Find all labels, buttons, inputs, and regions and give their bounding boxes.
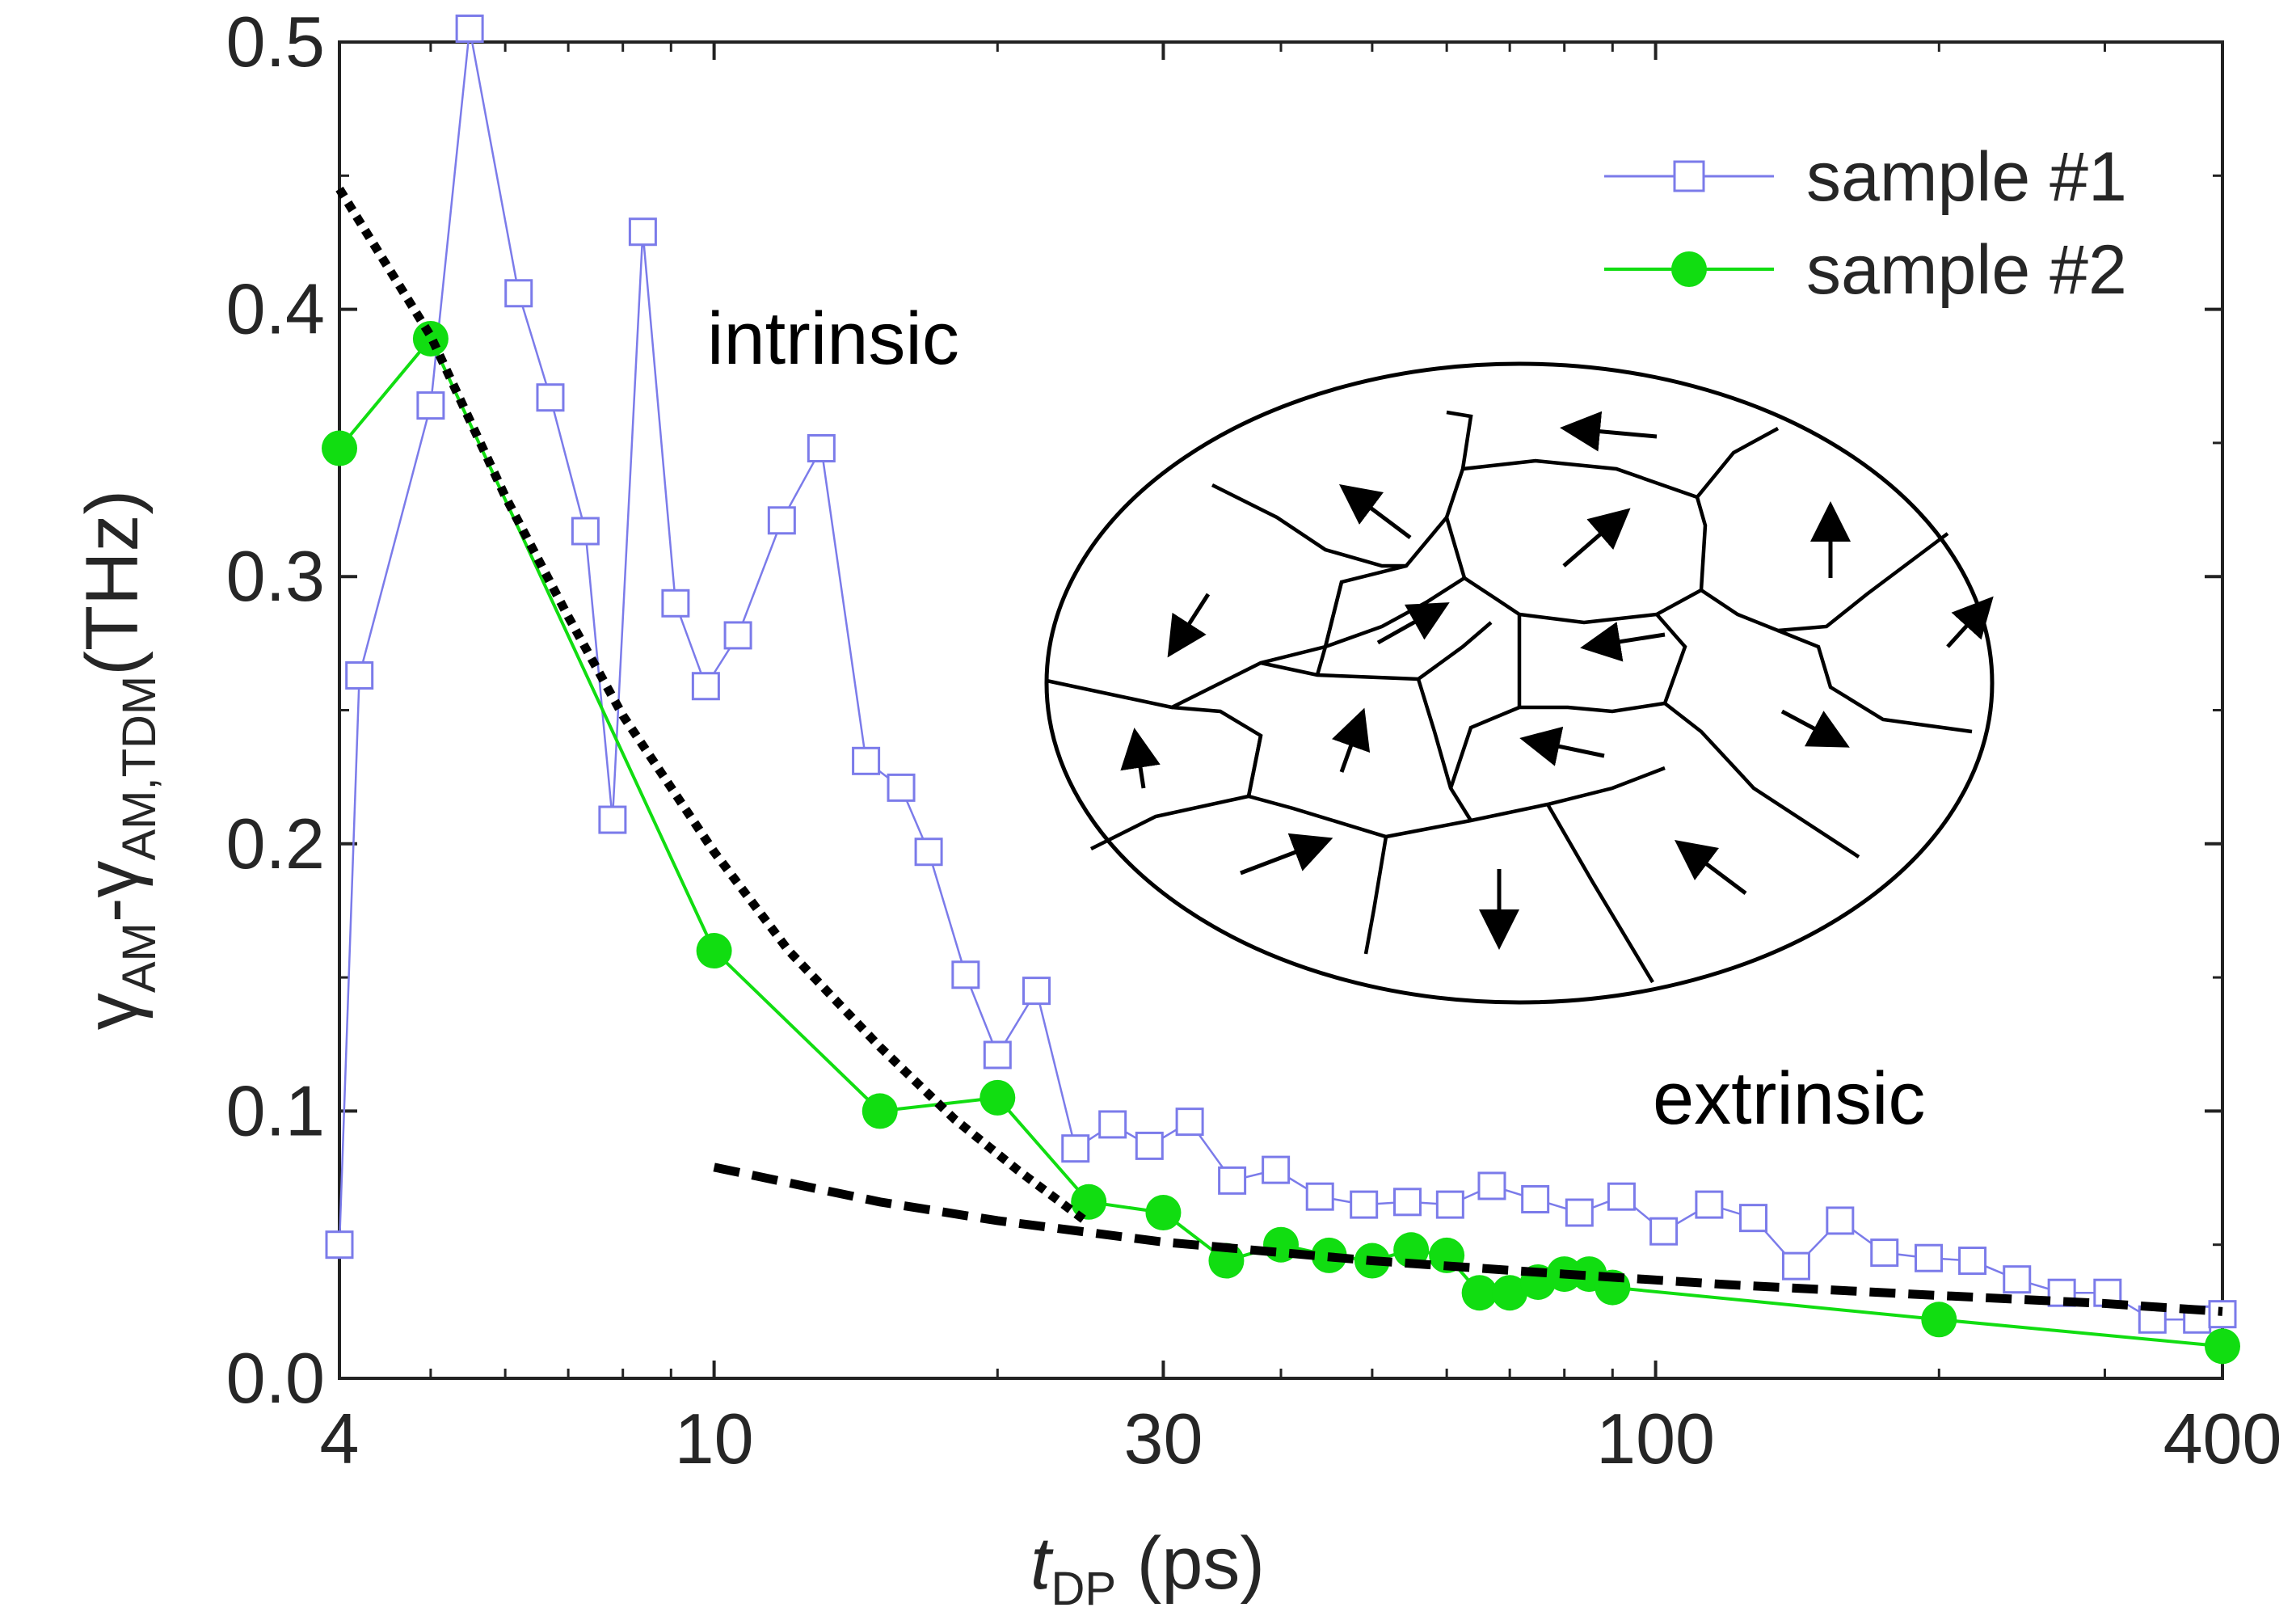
y-title-gamma2: γ: [71, 861, 154, 898]
legend-label-sample1: sample #1: [1806, 138, 2127, 216]
y-title-unit: (THz): [71, 490, 154, 676]
grain-boundaries: [1046, 410, 1973, 984]
extrinsic-fit-curve: [713, 1162, 2223, 1316]
sample1-point: [1739, 1204, 1768, 1233]
sample1-point: [1350, 1190, 1379, 1219]
domain-grain-diagram-icon: [1044, 361, 1995, 1005]
y-tick-label: 0.3: [226, 536, 325, 616]
sample1-point: [1565, 1198, 1594, 1227]
sample1-point: [504, 279, 533, 308]
intrinsic-fit-curve: [335, 186, 1092, 1227]
legend-marker-sample1: [1673, 160, 1705, 192]
sample1-point: [767, 506, 796, 535]
magnetization-arrows: [1120, 411, 1994, 950]
sample1-point: [416, 391, 445, 420]
sample1-point: [1061, 1134, 1090, 1163]
sample1-point: [345, 661, 374, 690]
series-line-1: [338, 28, 2223, 1321]
sample1-point: [1305, 1182, 1334, 1211]
sample1-point: [691, 672, 720, 701]
sample1-point: [1781, 1251, 1810, 1281]
sample1-point: [1914, 1243, 1943, 1272]
y-tick-label: 0.4: [226, 269, 325, 349]
sample1-point: [1175, 1108, 1204, 1137]
sample1-point: [1135, 1131, 1164, 1160]
sample2-point: [1492, 1275, 1528, 1311]
sample2-point: [322, 430, 357, 466]
x-axis-ticks: 4 10 30 100 400: [320, 42, 2282, 1479]
sample2-point: [979, 1079, 1016, 1116]
annotation-intrinsic: intrinsic: [707, 297, 959, 380]
series-layer: [322, 14, 2240, 1365]
sample1-point: [1435, 1190, 1464, 1219]
sample1-point: [1262, 1155, 1291, 1184]
sample1-point: [1958, 1247, 1987, 1276]
legend-label-sample2: sample #2: [1806, 231, 2127, 309]
y-tick-label: 0.1: [226, 1070, 325, 1150]
sample1-point: [807, 434, 836, 463]
x-axis-title: tDP (ps): [1030, 1522, 1265, 1615]
sample1-point: [571, 517, 600, 546]
series-line-2: [338, 335, 2223, 1348]
sample2-point: [862, 1093, 898, 1129]
sample2-point: [1393, 1232, 1430, 1268]
sample2-point: [412, 320, 449, 357]
sample1-point: [723, 621, 752, 650]
sample1-point: [598, 805, 627, 834]
y-title-dash: -: [71, 898, 154, 923]
sample1-point: [1695, 1190, 1724, 1219]
y-axis-ticks: 0.0 0.1 0.2 0.3 0.4 0.5: [226, 2, 2222, 1418]
sample1-point: [1477, 1171, 1506, 1200]
x-title-italic: t: [1030, 1522, 1054, 1605]
x-tick-label: 30: [1124, 1399, 1203, 1479]
sample1-point: [1098, 1110, 1127, 1139]
y-title-gamma1: γ: [71, 993, 154, 1030]
sample1-point: [1022, 977, 1051, 1006]
sample1-point: [887, 773, 916, 802]
y-axis-title: γAM-γAM,TDM(THz): [71, 490, 166, 1030]
y-tick-label: 0.2: [226, 804, 325, 884]
x-title-sub: DP: [1051, 1563, 1116, 1615]
x-tick-label: 10: [675, 1399, 754, 1479]
sample1-point: [1607, 1182, 1636, 1211]
sample1-point: [852, 746, 881, 775]
sample1-point: [2003, 1265, 2032, 1294]
sample2-point: [696, 933, 732, 969]
sample1-point: [2047, 1278, 2076, 1307]
sample2-point: [1145, 1195, 1182, 1231]
x-title-unit: (ps): [1116, 1522, 1265, 1605]
sample1-point: [1649, 1217, 1679, 1246]
sample1-point: [455, 14, 484, 43]
sample1-point: [628, 217, 657, 247]
fit-curves: [335, 186, 2223, 1316]
sample1-point: [536, 383, 565, 412]
sample1-point: [1393, 1188, 1422, 1217]
legend-marker-sample2: [1671, 251, 1707, 287]
sample1-point: [1521, 1184, 1550, 1213]
y-title-sub1: AM: [113, 922, 166, 993]
y-tick-label: 0.0: [226, 1338, 325, 1418]
sample2-point: [2205, 1328, 2240, 1365]
sample2-point: [1461, 1275, 1498, 1311]
sample1-point: [661, 589, 690, 618]
x-tick-label: 4: [320, 1399, 360, 1479]
annotation-extrinsic: extrinsic: [1653, 1057, 1925, 1140]
sample1-point: [983, 1040, 1012, 1070]
sample1-point: [914, 838, 943, 867]
sample1-point: [951, 960, 980, 989]
x-tick-label: 100: [1596, 1399, 1715, 1479]
x-tick-label: 400: [2163, 1399, 2282, 1479]
sample1-point: [2208, 1300, 2237, 1329]
legend: sample #1 sample #2: [1604, 138, 2127, 309]
sample1-point: [1870, 1238, 1899, 1268]
sample1-point: [325, 1230, 354, 1259]
inset-ellipse: [1044, 361, 1995, 1005]
y-title-sub2: AM,TDM: [113, 676, 166, 861]
sample2-point: [1921, 1302, 1957, 1338]
sample1-point: [1218, 1166, 1247, 1195]
y-tick-label: 0.5: [226, 2, 325, 82]
sample2-point: [1071, 1184, 1107, 1220]
sample1-point: [1826, 1206, 1855, 1235]
